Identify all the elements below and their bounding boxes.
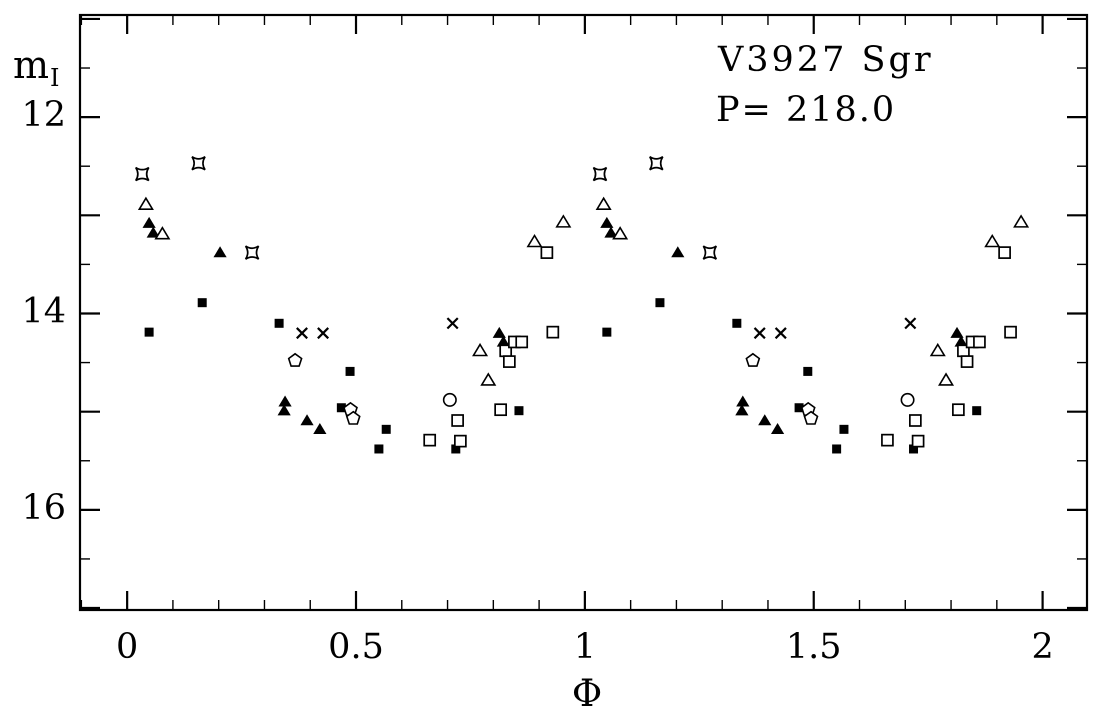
square-open-point (881, 433, 894, 447)
triangle-open-point (472, 342, 489, 357)
triangle-filled-point (492, 326, 506, 338)
x-tick-label: 2 (1031, 627, 1053, 667)
triangle-filled-point (950, 326, 964, 338)
y-axis-title-base: m (13, 43, 50, 87)
circle-open-point (442, 392, 457, 407)
pentagon-open-point (803, 410, 819, 425)
square-filled-point (144, 327, 154, 337)
square-open-point (540, 246, 554, 259)
square-open-point (952, 403, 965, 417)
square-filled-point (381, 424, 391, 434)
square-open-point (451, 414, 464, 427)
star4-point (592, 166, 608, 182)
triangle-filled-point (954, 335, 968, 347)
square-filled-point (803, 366, 813, 376)
square-open-point (494, 403, 508, 417)
star4-point (702, 245, 718, 260)
circle-open-point (900, 392, 915, 407)
pentagon-open-point (287, 352, 303, 367)
triangle-filled-point (146, 226, 160, 238)
pentagon-open-point (345, 410, 361, 425)
cross-point (296, 327, 308, 340)
square-filled-point (794, 403, 804, 413)
x-tick-label: 0 (116, 627, 138, 667)
triangle-filled-point (278, 395, 292, 407)
square-open-point (973, 335, 986, 349)
y-tick-label: 12 (21, 95, 66, 135)
triangle-filled-point (735, 404, 749, 416)
chart-title: V3927 Sgr (718, 40, 934, 80)
square-filled-point (972, 406, 982, 416)
y-axis-title: mI (13, 46, 60, 90)
triangle-filled-point (496, 335, 510, 347)
triangle-open-point (1013, 214, 1030, 228)
triangle-filled-point (213, 246, 227, 258)
triangle-filled-point (142, 216, 156, 228)
x-tick-label: 1.5 (786, 627, 842, 667)
triangle-open-point (154, 226, 171, 240)
cross-point (753, 327, 766, 340)
square-filled-point (345, 366, 355, 376)
x-axis-title: Φ (571, 672, 603, 715)
square-filled-point (514, 406, 524, 416)
square-filled-point (655, 298, 665, 308)
star4-point (135, 166, 150, 182)
square-open-point (423, 433, 437, 447)
cross-point (904, 317, 917, 330)
triangle-filled-point (758, 414, 772, 426)
square-filled-point (197, 298, 207, 308)
star4-point (191, 156, 206, 171)
square-filled-point (832, 444, 842, 454)
x-tick-label: 0.5 (328, 627, 384, 667)
triangle-filled-point (604, 226, 618, 238)
square-filled-point (839, 424, 849, 434)
x-tick-label: 1 (574, 627, 596, 667)
cross-point (317, 327, 330, 340)
square-open-point (998, 246, 1011, 259)
triangle-open-point (480, 372, 497, 386)
triangle-open-point (984, 233, 1001, 248)
square-open-point (911, 434, 925, 448)
square-filled-point (374, 444, 384, 454)
square-filled-point (602, 327, 612, 337)
square-filled-point (732, 318, 742, 328)
triangle-filled-point (736, 395, 750, 407)
triangle-open-point (555, 214, 572, 228)
plot-frame (78, 13, 1089, 612)
triangle-open-point (595, 196, 612, 210)
y-tick-label: 14 (21, 291, 66, 331)
square-open-point (515, 335, 529, 349)
triangle-filled-point (671, 246, 685, 258)
square-open-point (1004, 325, 1017, 339)
square-open-point (502, 355, 516, 368)
square-filled-point (274, 318, 284, 328)
y-tick-label: 16 (21, 488, 66, 528)
square-open-point (454, 434, 467, 448)
square-open-point (909, 414, 922, 427)
y-axis-title-subscript: I (50, 64, 60, 92)
triangle-filled-point (770, 423, 785, 435)
cross-point (446, 317, 459, 330)
triangle-filled-point (300, 414, 314, 426)
star4-point (244, 245, 260, 260)
square-filled-point (909, 444, 919, 454)
triangle-filled-point (600, 216, 614, 228)
pentagon-open-point (745, 352, 761, 367)
triangle-open-point (526, 233, 543, 248)
square-open-point (960, 355, 974, 368)
square-filled-point (336, 403, 346, 413)
cross-point (774, 327, 787, 340)
triangle-open-point (929, 342, 946, 357)
square-open-point (546, 325, 560, 339)
square-filled-point (451, 444, 461, 454)
triangle-open-point (612, 226, 629, 240)
triangle-open-point (137, 196, 154, 210)
period-label: P= 218.0 (716, 90, 897, 130)
triangle-filled-point (313, 423, 327, 435)
triangle-filled-point (277, 404, 291, 416)
triangle-open-point (938, 372, 955, 386)
star4-point (649, 156, 664, 171)
